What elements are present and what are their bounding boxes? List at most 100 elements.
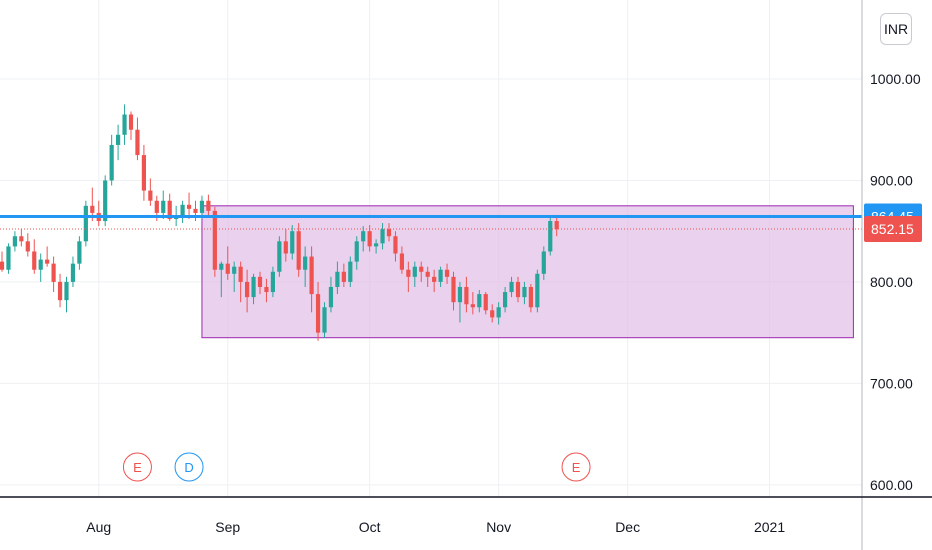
candle-body [77,241,82,264]
candle [141,144,146,201]
candle-body [296,231,301,270]
candle-body [154,200,159,213]
candle [322,302,327,338]
candle [64,276,69,313]
candle [83,200,88,247]
candle [432,269,437,293]
candle [483,292,488,315]
candle [464,276,469,313]
candle-body [90,205,95,213]
candle [25,233,30,257]
candle-body [496,307,501,318]
candle [393,231,398,262]
candle-body [103,180,108,222]
candle-body [554,221,559,230]
candle [32,239,37,274]
candle [399,246,404,274]
candle [296,223,301,277]
candle-body [290,231,295,254]
candle-body [335,271,340,287]
candle-body [354,241,359,262]
candle-body [483,294,488,311]
range-rectangle [201,205,854,339]
candle-body [70,263,76,282]
candle [490,304,495,323]
candle [238,261,243,303]
candle-body [451,276,456,303]
event-label: E [133,460,142,475]
candle-body [399,253,404,270]
candle-body [141,155,146,191]
candle-body [212,210,217,270]
event-label: D [184,460,193,475]
candle-body [380,229,385,244]
candle [503,286,508,313]
candle-body [277,241,282,272]
candle-body [219,263,224,270]
candle [412,261,417,287]
candle-body [328,286,334,308]
candle [425,266,430,287]
candle [6,243,11,274]
candle [554,214,559,237]
last-price-badge-bg [864,215,922,242]
event-circle [122,452,152,482]
candle-body [348,261,353,282]
candle [341,263,346,287]
candle-body [541,251,546,274]
candle-body [548,221,553,252]
candle [19,229,24,247]
candle-body [406,269,411,277]
candle-body [386,229,392,237]
candle [470,292,475,315]
candle-body [503,292,508,308]
candle-body [315,294,321,333]
candle-body [528,286,533,308]
candle [257,271,263,295]
candle [128,111,134,140]
candle [496,302,501,325]
x-tick-label: Aug [86,519,111,535]
candle-body [412,266,417,277]
candle [535,269,540,313]
candle-body [32,251,37,270]
event-marker[interactable]: E [122,452,152,482]
x-tick-label: 2021 [754,519,785,535]
candle-body [122,114,127,135]
candle [548,215,553,256]
candle-body [490,310,495,318]
candle-body [464,286,469,305]
candle [180,200,185,224]
candle [251,273,256,305]
candle-body [419,266,424,272]
candle [135,117,140,161]
candle [386,223,392,242]
candle [303,246,308,287]
event-circle [174,452,204,482]
candle-body [509,281,514,293]
candle [541,246,546,280]
event-marker[interactable]: E [561,452,591,482]
x-tick-label: Oct [359,519,381,535]
candle-body [367,231,372,247]
candle-body [161,200,166,213]
candle-body [12,236,17,247]
candle-body [135,129,140,156]
candle-body [128,114,134,130]
candle-body [167,200,172,220]
currency-button[interactable]: INR [880,13,912,45]
candle [77,236,82,270]
candle-body [38,259,43,270]
candle [335,261,340,295]
candle [315,281,321,341]
candle-body [257,276,263,287]
candle [232,261,237,293]
candle [219,261,224,298]
event-label: E [572,460,581,475]
candle [51,256,56,293]
event-marker[interactable]: D [174,452,204,482]
candle-body [186,204,192,209]
candle-body [341,271,346,282]
y-tick-label: 800.00 [870,274,913,290]
